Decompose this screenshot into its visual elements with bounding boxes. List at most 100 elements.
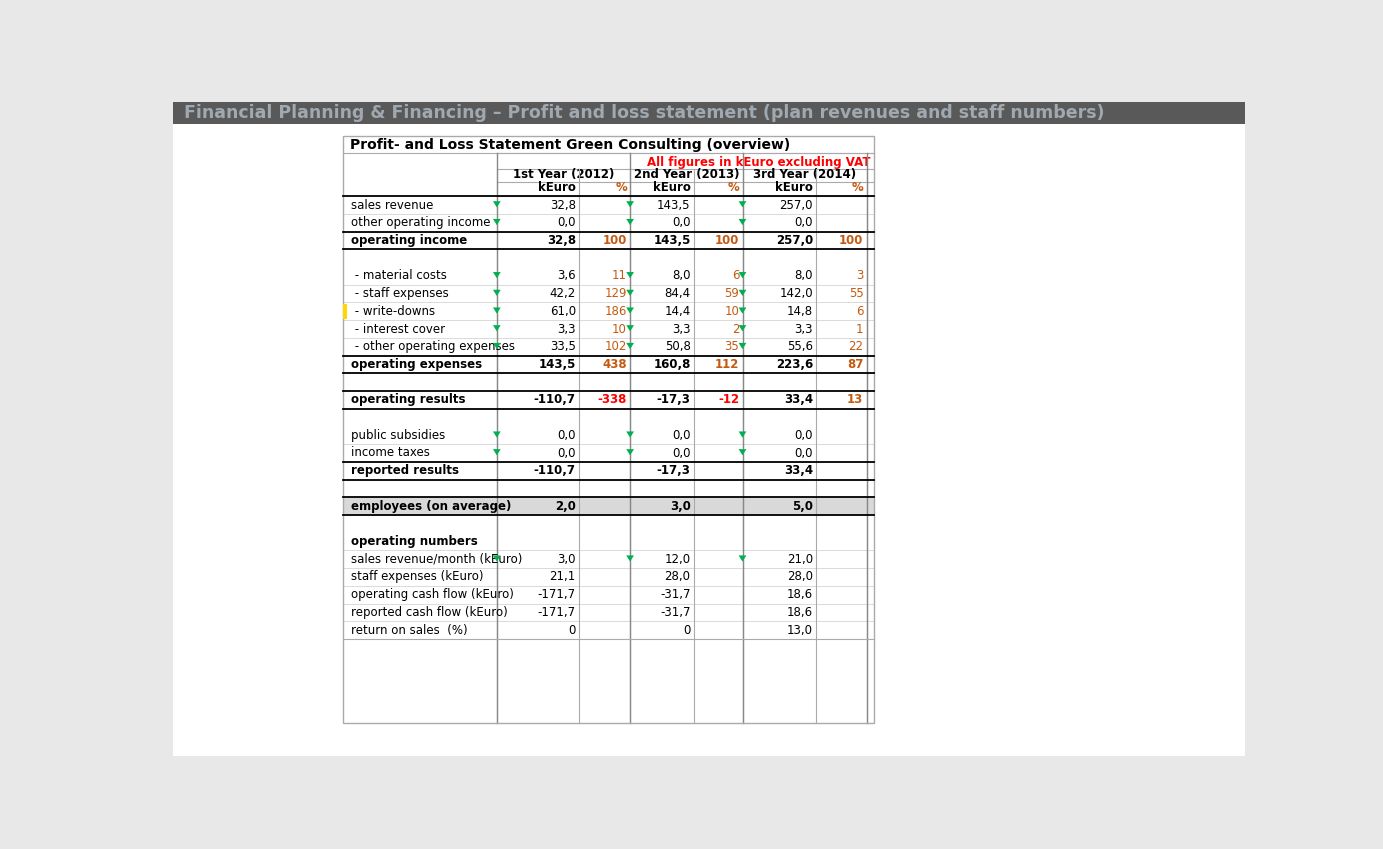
Text: 11: 11 [613,269,626,283]
Polygon shape [492,219,501,225]
Text: -31,7: -31,7 [660,588,690,601]
Text: 3,3: 3,3 [794,323,813,335]
Text: 2,0: 2,0 [555,499,575,513]
Polygon shape [626,201,633,207]
Text: reported cash flow (kEuro): reported cash flow (kEuro) [351,606,508,619]
Polygon shape [739,449,747,455]
Text: 6: 6 [732,269,740,283]
Text: 2: 2 [732,323,740,335]
Text: 3,3: 3,3 [672,323,690,335]
Text: 59: 59 [725,287,740,300]
Polygon shape [739,431,747,437]
Text: 3,0: 3,0 [669,499,690,513]
Text: kEuro: kEuro [653,181,690,194]
Text: operating numbers: operating numbers [351,535,479,548]
Text: 3rd Year (2014): 3rd Year (2014) [752,168,856,181]
Text: -338: -338 [597,393,626,407]
Polygon shape [626,555,633,561]
Text: - material costs: - material costs [351,269,447,283]
Polygon shape [626,290,633,296]
Text: 55,6: 55,6 [787,340,813,353]
Text: 13,0: 13,0 [787,624,813,637]
Text: 10: 10 [613,323,626,335]
Text: 100: 100 [715,234,740,247]
Text: 257,0: 257,0 [776,234,813,247]
Polygon shape [492,431,501,437]
Bar [343,304,347,318]
Text: 10: 10 [725,305,740,318]
Polygon shape [626,272,633,278]
Text: 3,0: 3,0 [557,553,575,565]
Text: return on sales  (%): return on sales (%) [351,624,467,637]
Text: 14,8: 14,8 [787,305,813,318]
Text: 100: 100 [839,234,863,247]
Text: 28,0: 28,0 [665,571,690,583]
Text: -31,7: -31,7 [660,606,690,619]
Text: 32,8: 32,8 [550,199,575,211]
Polygon shape [739,555,747,561]
Polygon shape [739,290,747,296]
Text: 55: 55 [849,287,863,300]
Text: 33,4: 33,4 [784,464,813,477]
Text: 0,0: 0,0 [557,429,575,441]
Text: - interest cover: - interest cover [351,323,445,335]
Text: 112: 112 [715,358,740,371]
Text: 257,0: 257,0 [780,199,813,211]
Polygon shape [739,201,747,207]
Text: 13: 13 [848,393,863,407]
Bar [343,136,874,154]
Text: operating results: operating results [351,393,466,407]
Text: -171,7: -171,7 [538,606,575,619]
Polygon shape [739,325,747,331]
Text: other operating income: other operating income [351,216,491,229]
Text: 100: 100 [603,234,626,247]
Polygon shape [626,325,633,331]
Text: 0,0: 0,0 [672,216,690,229]
Text: 21,1: 21,1 [549,571,575,583]
Text: 5,0: 5,0 [792,499,813,513]
Text: 142,0: 142,0 [780,287,813,300]
Polygon shape [492,290,501,296]
Text: 160,8: 160,8 [653,358,690,371]
Text: -17,3: -17,3 [657,393,690,407]
Polygon shape [626,219,633,225]
Text: operating expenses: operating expenses [351,358,483,371]
Text: 143,5: 143,5 [538,358,575,371]
Text: %: % [727,181,740,194]
Text: 33,4: 33,4 [784,393,813,407]
Text: - other operating expenses: - other operating expenses [351,340,514,353]
Text: 186: 186 [604,305,626,318]
Text: 1: 1 [856,323,863,335]
Text: 223,6: 223,6 [776,358,813,371]
Polygon shape [739,343,747,349]
Text: -17,3: -17,3 [657,464,690,477]
Text: -110,7: -110,7 [534,464,575,477]
Polygon shape [492,272,501,278]
Text: kEuro: kEuro [538,181,575,194]
Text: 102: 102 [604,340,626,353]
Text: 33,5: 33,5 [550,340,575,353]
Bar [343,136,874,723]
Text: 35: 35 [725,340,740,353]
Text: 61,0: 61,0 [550,305,575,318]
Text: 84,4: 84,4 [664,287,690,300]
Text: -12: -12 [718,393,740,407]
Text: 0,0: 0,0 [794,447,813,459]
Text: 0,0: 0,0 [557,447,575,459]
Polygon shape [739,272,747,278]
Text: 143,5: 143,5 [657,199,690,211]
Text: 0,0: 0,0 [557,216,575,229]
Text: 18,6: 18,6 [787,588,813,601]
Text: kEuro: kEuro [774,181,813,194]
Text: public subsidies: public subsidies [351,429,445,441]
Text: %: % [852,181,863,194]
Bar [343,498,496,515]
Text: 0: 0 [568,624,575,637]
Text: Profit- and Loss Statement Green Consulting (overview): Profit- and Loss Statement Green Consult… [350,138,790,152]
Polygon shape [626,449,633,455]
Text: 22: 22 [848,340,863,353]
Text: 3,3: 3,3 [557,323,575,335]
Text: reported results: reported results [351,464,459,477]
Text: 8,0: 8,0 [794,269,813,283]
Polygon shape [492,325,501,331]
